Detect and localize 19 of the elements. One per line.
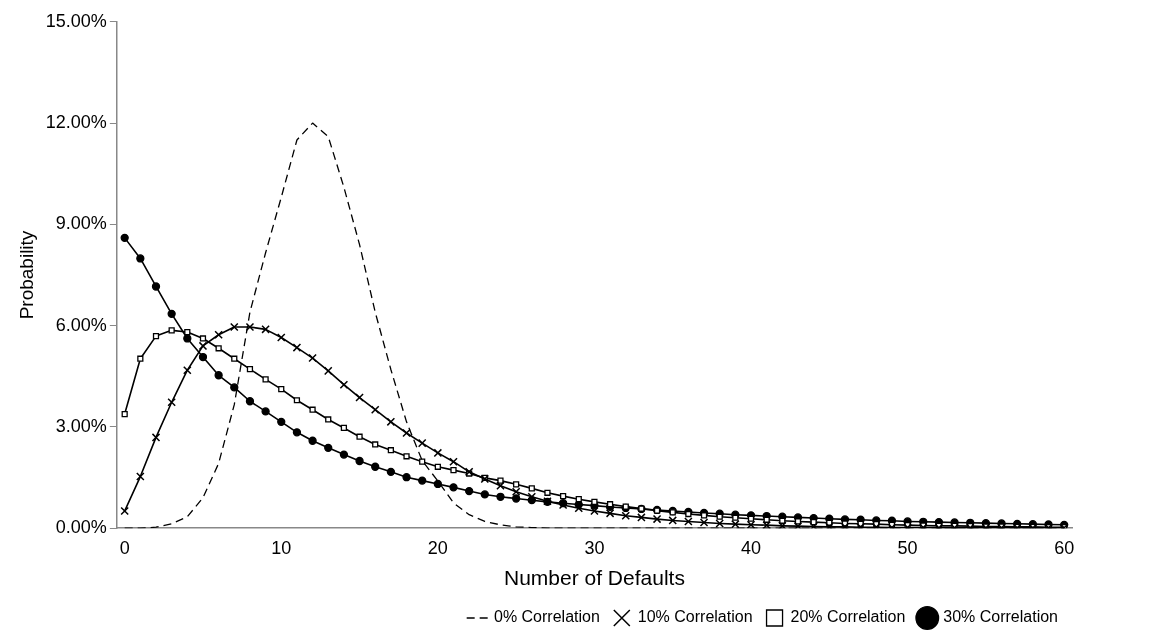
x-tick-label: 50: [897, 537, 918, 558]
legend-label: 10% Correlation: [637, 608, 753, 626]
y-tick-label: 12.00%: [45, 112, 107, 133]
x-tick-label: 60: [1054, 537, 1075, 558]
y-axis-title: Probability: [15, 230, 37, 320]
y-tick-label: 3.00%: [55, 415, 107, 436]
legend-label: 30% Correlation: [943, 608, 1059, 626]
x-tick-label: 30: [584, 537, 605, 558]
legend-label: 20% Correlation: [790, 608, 906, 626]
y-tick-label: 15.00%: [45, 10, 107, 31]
x-tick-label: 10: [271, 537, 292, 558]
y-tick-label: 6.00%: [55, 314, 107, 335]
x-tick-label: 40: [740, 537, 762, 558]
legend-label: 0% Correlation: [493, 608, 600, 626]
y-tick-label: 0.00%: [55, 517, 107, 538]
x-tick-label: 20: [427, 537, 448, 558]
x-axis-title: Number of Defaults: [503, 566, 685, 590]
x-tick-label: 0: [119, 537, 130, 558]
y-tick-label: 9.00%: [55, 213, 107, 234]
